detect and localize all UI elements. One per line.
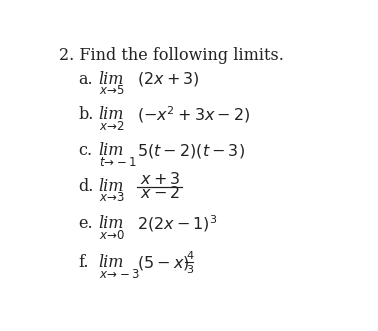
Text: $x\!\rightarrow\!0$: $x\!\rightarrow\!0$: [99, 229, 125, 242]
Text: f.: f.: [78, 254, 88, 271]
Text: $(-x^2 + 3x - 2)$: $(-x^2 + 3x - 2)$: [136, 105, 250, 125]
Text: $x - 2$: $x - 2$: [139, 185, 180, 203]
Text: lim: lim: [99, 178, 124, 195]
Text: 2. Find the following limits.: 2. Find the following limits.: [59, 47, 284, 64]
Text: b.: b.: [78, 106, 93, 123]
Text: $x\!\rightarrow\!2$: $x\!\rightarrow\!2$: [99, 120, 125, 133]
Text: a.: a.: [78, 71, 93, 88]
Text: lim: lim: [99, 254, 124, 271]
Text: lim: lim: [99, 142, 124, 159]
Text: $t\!\rightarrow\!-1$: $t\!\rightarrow\!-1$: [99, 156, 136, 168]
Text: $2(2x-1)^3$: $2(2x-1)^3$: [136, 213, 217, 234]
Text: lim: lim: [99, 215, 124, 232]
Text: $x\!\rightarrow\!5$: $x\!\rightarrow\!5$: [99, 84, 125, 97]
Text: $(2x + 3)$: $(2x + 3)$: [136, 70, 199, 88]
Text: e.: e.: [78, 215, 93, 232]
Text: $5(t-2)(t-3)$: $5(t-2)(t-3)$: [136, 142, 245, 160]
Text: lim: lim: [99, 106, 124, 123]
Text: $4$: $4$: [186, 249, 194, 261]
Text: $x + 3$: $x + 3$: [139, 171, 180, 188]
Text: $x\!\rightarrow\!-3$: $x\!\rightarrow\!-3$: [99, 268, 139, 281]
Text: lim: lim: [99, 71, 124, 88]
Text: $x\!\rightarrow\!3$: $x\!\rightarrow\!3$: [99, 191, 125, 204]
Text: c.: c.: [78, 142, 92, 159]
Text: $3$: $3$: [186, 263, 194, 275]
Text: d.: d.: [78, 178, 93, 195]
Text: $(5-x)$: $(5-x)$: [136, 254, 189, 272]
